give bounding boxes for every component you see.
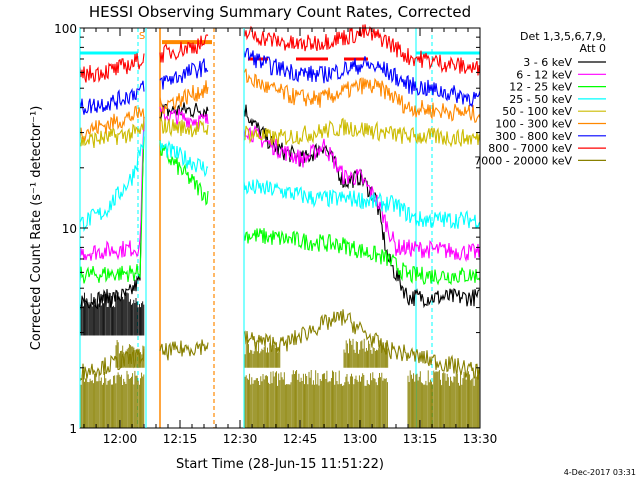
x-tick-label-1: 12:15 xyxy=(163,432,198,446)
spike-band-0 xyxy=(407,370,481,428)
y-tick-label-1: 10 xyxy=(62,222,77,236)
series-line-5 xyxy=(79,68,481,142)
chart-title: HESSI Observing Summary Count Rates, Cor… xyxy=(89,3,471,21)
spike-band-1 xyxy=(343,338,389,368)
legend-label-4: 50 - 100 keV xyxy=(502,105,572,118)
series-line-4 xyxy=(79,116,481,148)
x-tick-label-0: 12:00 xyxy=(103,432,138,446)
legend-label-5: 100 - 300 keV xyxy=(495,118,572,131)
legend-label-0: 3 - 6 keV xyxy=(523,56,572,69)
legend-label-2: 12 - 25 keV xyxy=(509,81,572,94)
x-tick-label-2: 12:30 xyxy=(223,432,258,446)
x-tick-label-5: 13:15 xyxy=(403,432,438,446)
series-line-6 xyxy=(79,47,481,115)
series-line-8 xyxy=(79,309,481,382)
y-axis-label: Corrected Count Rate (s⁻¹ detector⁻¹) xyxy=(29,106,44,351)
x-axis-label: Start Time (28-Jun-15 11:51:22) xyxy=(176,457,384,472)
series-line-7 xyxy=(79,24,481,83)
axes-layer: 12:00 12:15 12:30 12:45 13:00 13:15 13:30 1 10 10… xyxy=(54,22,497,446)
series-line-2 xyxy=(79,136,481,286)
y-tick-label-2: 100 xyxy=(54,22,77,36)
x-tick-label-4: 13:00 xyxy=(343,432,378,446)
data-layer: S xyxy=(79,24,481,428)
x-tick-label-6: 13:30 xyxy=(463,432,498,446)
legend-label-8: 7000 - 20000 keV xyxy=(474,154,572,167)
legend-label-6: 300 - 800 keV xyxy=(495,130,572,143)
legend-label-3: 25 - 50 keV xyxy=(509,93,572,106)
legend-label-1: 6 - 12 keV xyxy=(516,68,572,81)
legend-header-attenuator: Att 0 xyxy=(580,42,606,55)
saa-s-label: S xyxy=(139,31,145,42)
series-line-1 xyxy=(79,106,481,263)
timestamp: 4-Dec-2017 03:31 xyxy=(564,468,636,477)
y-tick-label-0: 1 xyxy=(69,422,77,436)
legend-label-7: 800 - 7000 keV xyxy=(488,142,572,155)
series-line-3 xyxy=(79,131,481,233)
legend-header-detectors: Det 1,3,5,6,7,9, xyxy=(520,30,606,43)
x-tick-label-3: 12:45 xyxy=(283,432,318,446)
